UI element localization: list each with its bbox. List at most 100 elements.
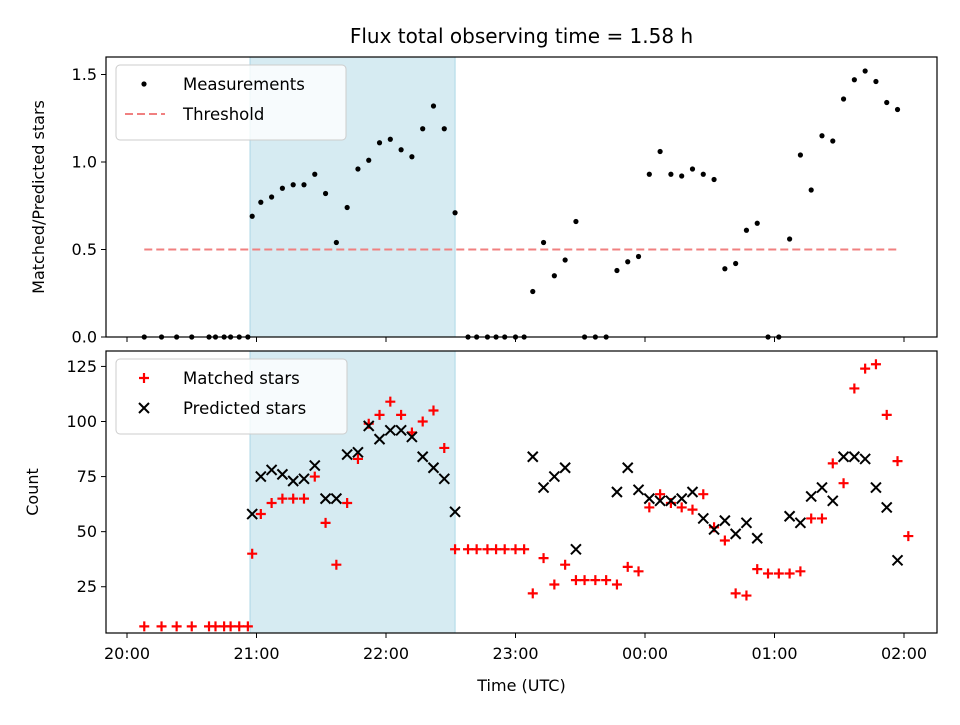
matched-point: [816, 513, 827, 524]
measurement-point: [635, 253, 642, 260]
top-panel: 0.0 0.5 1.0 1.5 Matched/Predicted stars Measu…: [29, 56, 938, 347]
legend-label: Predicted stars: [183, 399, 306, 418]
legend: Matched stars Predicted stars: [115, 358, 348, 435]
measurement-point: [808, 187, 814, 193]
predicted-point: [686, 486, 699, 498]
predicted-point: [395, 424, 407, 437]
matched-point: [171, 621, 182, 632]
predicted-point: [881, 501, 893, 514]
matched-point: [827, 458, 838, 469]
predicted-point: [611, 486, 623, 498]
y-tick-label: 1.0: [72, 153, 97, 172]
chart-title: Flux total observing time = 1.58 h: [350, 24, 693, 48]
predicted-point: [665, 495, 677, 507]
predicted-point: [848, 451, 861, 463]
x-tick-label: 01:00: [751, 644, 797, 663]
measurement-point: [441, 126, 447, 132]
y-tick-label: 1.5: [72, 65, 97, 84]
legend-label: Measurements: [183, 75, 305, 94]
predicted-point: [654, 495, 666, 507]
matched-point: [849, 383, 860, 394]
matched-point: [676, 502, 687, 513]
measurement-point: [269, 194, 275, 200]
axes-frame: [105, 56, 938, 338]
predicted-point: [341, 448, 353, 461]
predicted-point: [438, 473, 450, 485]
matched-point: [428, 405, 439, 416]
predicted-point: [416, 451, 429, 463]
matched-point: [255, 509, 266, 520]
predicted-point: [794, 517, 807, 529]
measurement-point: [689, 166, 696, 172]
matched-point: [892, 456, 903, 467]
measurement-point: [733, 260, 739, 267]
matched-point: [439, 442, 450, 453]
legend-label: Matched stars: [183, 369, 300, 388]
predicted-point: [570, 543, 582, 555]
measurement-point: [312, 171, 318, 177]
predicted-point: [363, 420, 375, 432]
matched-point: [622, 561, 633, 572]
y-tick-label: 125: [66, 357, 97, 376]
measurement-point: [797, 152, 804, 158]
matched-point: [510, 544, 521, 555]
predicted-point: [537, 481, 550, 494]
predicted-point: [891, 554, 904, 567]
measurement-point: [862, 68, 868, 74]
measurement-point: [366, 157, 372, 163]
measurement-point: [279, 185, 285, 191]
legend-dot-marker: [141, 81, 147, 87]
measurement-point: [657, 148, 663, 155]
matched-point: [590, 575, 601, 586]
matched-point: [352, 453, 363, 464]
matched-point: [242, 621, 253, 632]
y-axis-label: Count: [23, 468, 42, 516]
measurement-point: [840, 96, 847, 102]
matched-point: [560, 559, 571, 570]
measurement-point: [387, 136, 393, 142]
measurement-point: [573, 218, 579, 225]
predicted-point: [805, 490, 817, 503]
matched-point: [687, 504, 698, 515]
predicted-point: [837, 451, 850, 463]
legend-box: [115, 64, 347, 141]
legend-x-marker: [138, 402, 150, 414]
matched-point: [644, 502, 655, 513]
measurement-point: [452, 210, 458, 216]
predicted-point: [708, 523, 720, 536]
matched-point: [385, 396, 396, 407]
matched-point: [491, 544, 502, 555]
matched-point: [752, 564, 763, 575]
measurement-point: [722, 266, 728, 272]
matched-point: [881, 409, 892, 420]
matched-point: [579, 575, 590, 586]
measurement-point: [355, 166, 361, 172]
x-tick-label: 00:00: [622, 644, 668, 663]
predicted-point: [265, 464, 278, 476]
measurement-point: [249, 213, 255, 219]
axes-frame: [105, 350, 938, 634]
predicted-point: [298, 473, 310, 485]
measurement-point: [851, 77, 857, 83]
measurement-point: [420, 126, 426, 132]
predicted-point: [729, 528, 742, 540]
matched-point: [795, 566, 806, 577]
matched-point: [698, 489, 709, 500]
measurement-point: [322, 190, 329, 197]
predicted-point: [246, 508, 258, 520]
measurement-point: [830, 138, 836, 144]
matched-point: [838, 478, 849, 489]
y-tick-label: 0.5: [72, 240, 97, 259]
matched-point: [482, 544, 493, 555]
measurement-point: [625, 259, 631, 265]
measurement-point: [646, 171, 652, 177]
predicted-point: [352, 446, 364, 459]
predicted-point: [740, 517, 753, 529]
predicted-point: [548, 470, 561, 483]
matched-point: [210, 621, 221, 632]
measurement-point: [430, 103, 437, 109]
measurement-point: [562, 257, 568, 263]
legend-box: [115, 358, 348, 435]
measurement-point: [540, 239, 547, 246]
